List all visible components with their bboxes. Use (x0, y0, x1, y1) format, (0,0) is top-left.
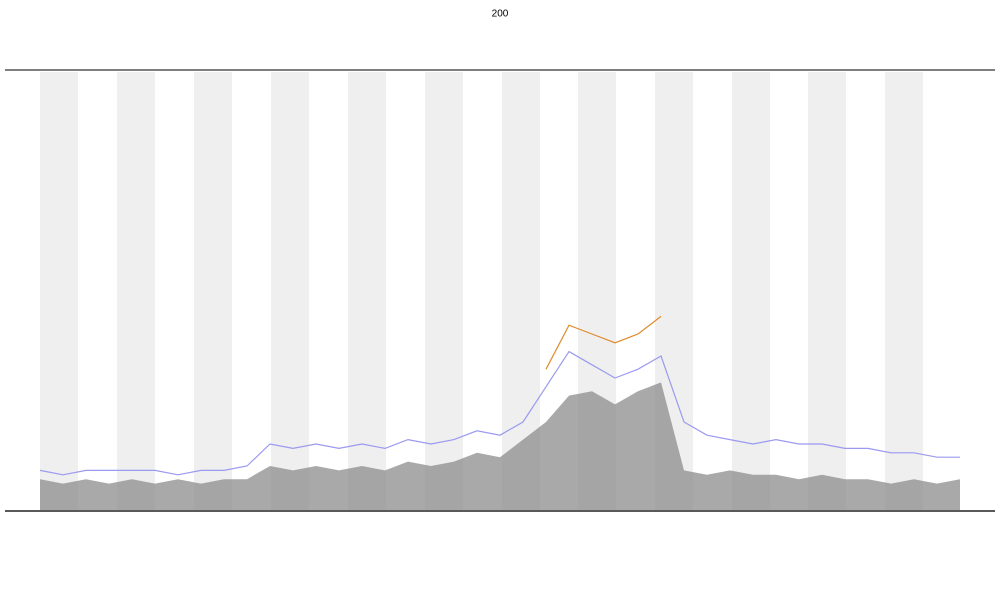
line (39, 350, 960, 476)
line (545, 315, 662, 370)
bands (40, 72, 923, 510)
chart-title: 200 (492, 9, 509, 20)
area (40, 382, 960, 510)
